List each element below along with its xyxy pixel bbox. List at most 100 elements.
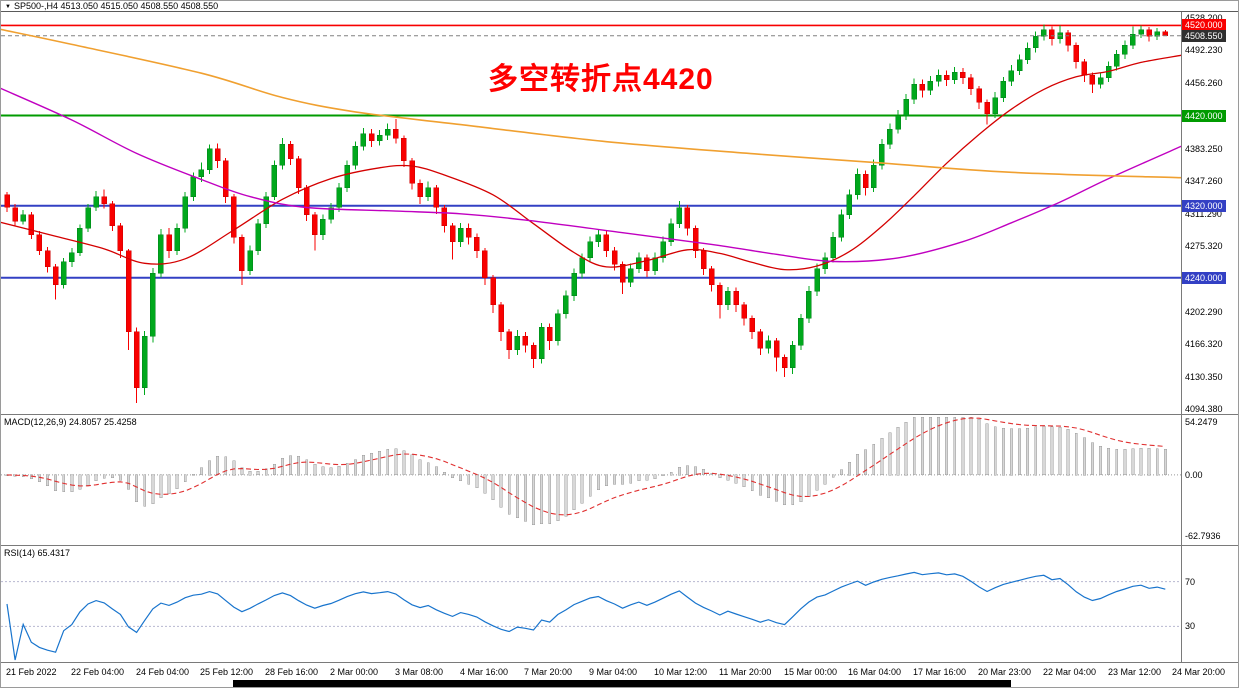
macd-bar bbox=[370, 452, 373, 476]
chart-annotation[interactable]: 多空转折点4420 bbox=[488, 63, 714, 96]
price-badge: 4508.550 bbox=[1182, 30, 1226, 42]
candle-up bbox=[652, 257, 658, 271]
candle-down bbox=[741, 304, 747, 319]
macd-bar bbox=[580, 474, 584, 504]
price-chart-panel[interactable]: 多空转折点4420 bbox=[1, 12, 1181, 414]
candle-up bbox=[150, 272, 156, 337]
macd-panel[interactable]: MACD(12,26,9) 24.8057 25.4258 bbox=[1, 415, 1181, 545]
candle-down bbox=[1073, 45, 1079, 62]
panel-separator[interactable] bbox=[1, 414, 1238, 415]
candle-down bbox=[943, 74, 950, 80]
time-label: 24 Feb 04:00 bbox=[136, 667, 190, 677]
candle-up bbox=[69, 252, 75, 262]
price-label: 4130.350 bbox=[1185, 372, 1223, 382]
candle-down bbox=[692, 227, 699, 251]
macd-bar bbox=[491, 474, 495, 500]
macd-bar bbox=[37, 474, 41, 483]
candle-up bbox=[627, 268, 634, 283]
macd-bar bbox=[167, 474, 171, 495]
candle-up bbox=[1097, 77, 1104, 85]
macd-bar bbox=[523, 474, 527, 522]
time-axis[interactable]: 21 Feb 2022 22 Feb 04:00 24 Feb 04:00 25 Fe… bbox=[1, 663, 1238, 687]
macd-bar bbox=[313, 464, 317, 476]
macd-bar bbox=[378, 450, 382, 476]
macd-bar bbox=[337, 466, 341, 476]
rsi-panel[interactable]: RSI(14) 65.4317 bbox=[1, 546, 1181, 662]
chart-title-bar: ▼ SP500-,H4 4513.050 4515.050 4508.550 45… bbox=[1, 1, 1238, 12]
macd-bar bbox=[1147, 448, 1151, 476]
macd-bar bbox=[507, 474, 511, 515]
chevron-down-icon: ▼ bbox=[5, 4, 11, 10]
price-badge: 4240.000 bbox=[1182, 272, 1226, 284]
macd-bar bbox=[1082, 437, 1086, 476]
macd-histogram bbox=[5, 416, 1167, 525]
macd-axis-label: 54.2479 bbox=[1185, 417, 1218, 427]
macd-bar bbox=[418, 459, 422, 476]
macd-bar bbox=[548, 474, 552, 525]
candle-up bbox=[20, 214, 26, 222]
macd-bar bbox=[94, 474, 98, 482]
candle-down bbox=[1081, 61, 1088, 76]
candle-up bbox=[77, 227, 83, 253]
macd-bar bbox=[588, 474, 592, 497]
rsi-axis-label: 70 bbox=[1185, 577, 1196, 587]
candle-up bbox=[806, 291, 812, 319]
candle-up bbox=[255, 223, 261, 251]
candle-down bbox=[717, 284, 723, 306]
candle-up bbox=[457, 227, 464, 242]
price-axis[interactable]: 4528.200 4492.230 4456.260 4383.250 4347.260… bbox=[1181, 1, 1238, 662]
candle-down bbox=[619, 263, 626, 283]
macd-bar bbox=[1155, 448, 1159, 476]
candle-up bbox=[360, 133, 367, 147]
macd-bar bbox=[540, 474, 544, 525]
panel-separator bbox=[1, 662, 1238, 663]
macd-bar bbox=[86, 474, 90, 486]
candle-down bbox=[684, 207, 691, 229]
candle-up bbox=[798, 318, 804, 346]
candle-down bbox=[222, 160, 229, 197]
candle-up bbox=[320, 218, 326, 235]
macd-bar bbox=[1115, 448, 1119, 476]
candle-up bbox=[595, 234, 602, 242]
candle-down bbox=[231, 196, 237, 238]
macd-bar bbox=[102, 474, 106, 479]
candle-up bbox=[935, 74, 942, 82]
macd-bar bbox=[208, 460, 211, 476]
panel-separator[interactable] bbox=[1, 545, 1238, 546]
macd-bar bbox=[1009, 428, 1013, 476]
macd-bar bbox=[329, 467, 333, 476]
candle-down bbox=[603, 234, 610, 251]
candle-down bbox=[101, 196, 107, 205]
macd-bar bbox=[118, 474, 122, 481]
macd-bar bbox=[1001, 427, 1005, 476]
macd-bar bbox=[734, 474, 738, 484]
candle-up bbox=[830, 236, 836, 259]
candle-down bbox=[482, 250, 488, 278]
macd-bar bbox=[953, 416, 957, 476]
candle-down bbox=[611, 250, 618, 265]
candle-down bbox=[490, 277, 496, 305]
macd-bar bbox=[151, 474, 155, 504]
price-label: 4528.200 bbox=[1185, 13, 1223, 23]
candle-up bbox=[425, 187, 431, 197]
macd-bar bbox=[702, 469, 706, 476]
taskbar-strip[interactable] bbox=[233, 680, 1011, 687]
candle-up bbox=[879, 144, 885, 166]
candle-down bbox=[968, 77, 974, 89]
candle-down bbox=[295, 158, 302, 188]
candle-down bbox=[433, 187, 440, 208]
macd-bar bbox=[604, 474, 608, 486]
macd-bar bbox=[993, 426, 997, 476]
time-label: 21 Feb 2022 bbox=[6, 667, 57, 677]
candle-down bbox=[530, 345, 537, 360]
macd-bar bbox=[29, 474, 33, 479]
time-label: 16 Mar 04:00 bbox=[848, 667, 902, 677]
rsi-label: RSI(14) 65.4317 bbox=[4, 548, 71, 558]
candle-up bbox=[1024, 47, 1031, 60]
candle-up bbox=[992, 97, 998, 114]
candle-down bbox=[133, 331, 140, 388]
candle-up bbox=[1032, 35, 1039, 49]
macd-bar bbox=[426, 462, 430, 476]
candle-up bbox=[1138, 29, 1144, 35]
macd-bar bbox=[896, 427, 900, 476]
